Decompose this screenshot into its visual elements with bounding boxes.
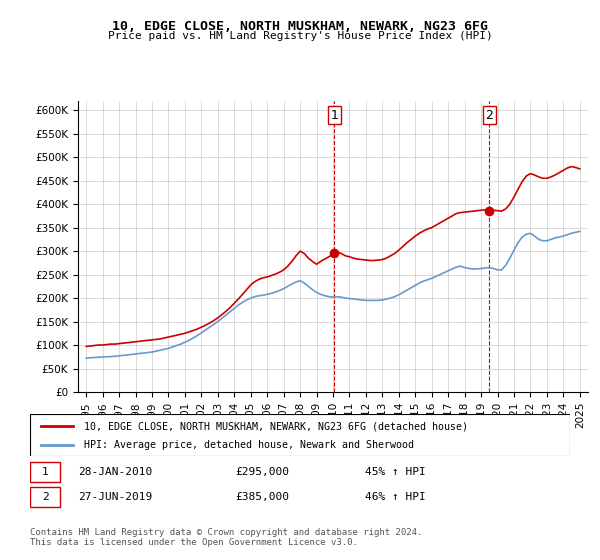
FancyBboxPatch shape: [30, 461, 60, 482]
Text: 1: 1: [331, 109, 338, 122]
Text: HPI: Average price, detached house, Newark and Sherwood: HPI: Average price, detached house, Newa…: [84, 440, 414, 450]
Text: Contains HM Land Registry data © Crown copyright and database right 2024.
This d: Contains HM Land Registry data © Crown c…: [30, 528, 422, 547]
Text: 10, EDGE CLOSE, NORTH MUSKHAM, NEWARK, NG23 6FG: 10, EDGE CLOSE, NORTH MUSKHAM, NEWARK, N…: [112, 20, 488, 32]
Text: 1: 1: [42, 467, 49, 477]
Text: £385,000: £385,000: [235, 492, 289, 502]
Text: 2: 2: [42, 492, 49, 502]
Text: 28-JAN-2010: 28-JAN-2010: [79, 467, 153, 477]
Text: 45% ↑ HPI: 45% ↑ HPI: [365, 467, 425, 477]
Text: 27-JUN-2019: 27-JUN-2019: [79, 492, 153, 502]
Text: 10, EDGE CLOSE, NORTH MUSKHAM, NEWARK, NG23 6FG (detached house): 10, EDGE CLOSE, NORTH MUSKHAM, NEWARK, N…: [84, 421, 468, 431]
Text: 46% ↑ HPI: 46% ↑ HPI: [365, 492, 425, 502]
Text: Price paid vs. HM Land Registry's House Price Index (HPI): Price paid vs. HM Land Registry's House …: [107, 31, 493, 41]
Text: £295,000: £295,000: [235, 467, 289, 477]
FancyBboxPatch shape: [30, 414, 570, 456]
FancyBboxPatch shape: [30, 487, 60, 507]
Text: 2: 2: [485, 109, 493, 122]
